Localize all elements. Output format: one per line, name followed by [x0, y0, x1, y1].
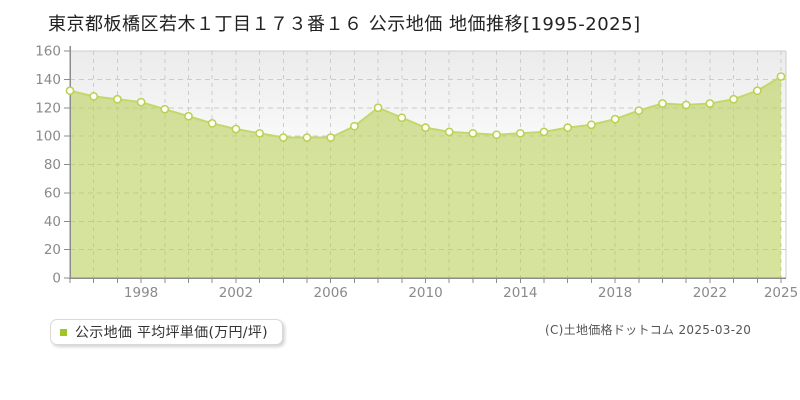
x-tick-label: 2010	[408, 285, 442, 301]
y-tick-label: 80	[44, 157, 61, 173]
page-title: 東京都板橋区若木１丁目１７３番１６ 公示地価 地価推移[1995-2025]	[48, 14, 641, 35]
data-point	[326, 133, 336, 142]
y-tick-label: 160	[35, 44, 61, 60]
data-point	[634, 106, 644, 115]
data-point	[587, 120, 596, 130]
y-tick-label: 60	[44, 185, 61, 201]
y-tick-label: 100	[35, 129, 61, 145]
copyright-text: (C)土地価格ドットコム 2025-03-20	[545, 323, 752, 337]
data-point	[113, 94, 122, 104]
y-tick-label: 40	[44, 214, 61, 230]
data-point	[231, 124, 241, 134]
data-point	[776, 72, 786, 81]
data-point	[539, 127, 549, 137]
y-tick-label: 140	[35, 72, 61, 88]
data-point	[563, 123, 573, 132]
data-point	[373, 103, 383, 113]
data-point	[468, 128, 478, 138]
y-tick-label: 0	[52, 271, 61, 287]
data-point	[136, 97, 146, 107]
x-tick-label: 2002	[219, 285, 253, 301]
x-tick-label: 2025	[764, 285, 798, 301]
data-point	[160, 104, 170, 114]
data-point	[89, 92, 99, 101]
data-point	[492, 130, 501, 140]
data-point	[421, 123, 430, 132]
data-point	[397, 113, 407, 123]
x-tick-label: 2006	[314, 285, 348, 301]
data-point	[705, 99, 715, 108]
data-point	[207, 119, 217, 128]
data-point	[515, 128, 525, 138]
data-point	[350, 121, 359, 131]
legend-label: 公示地価 平均坪単価(万円/坪)	[75, 325, 268, 341]
data-point	[610, 114, 620, 124]
data-point	[302, 133, 312, 142]
x-tick-label: 1998	[124, 285, 158, 301]
data-point	[65, 86, 75, 96]
x-tick-label: 2018	[598, 285, 632, 301]
data-point	[752, 86, 762, 96]
y-tick-label: 20	[44, 242, 61, 258]
y-tick-label: 120	[35, 100, 61, 116]
data-point	[255, 128, 264, 138]
data-point	[681, 100, 691, 110]
data-point	[729, 94, 738, 104]
legend-swatch-icon	[60, 328, 67, 336]
area-fill	[70, 76, 781, 278]
data-point	[444, 127, 454, 137]
x-tick-label: 2022	[693, 285, 727, 301]
data-point	[658, 99, 667, 108]
data-point	[278, 133, 288, 142]
legend: 公示地価 平均坪単価(万円/坪)	[50, 319, 283, 345]
data-point	[184, 111, 193, 121]
x-tick-label: 2014	[503, 285, 537, 301]
